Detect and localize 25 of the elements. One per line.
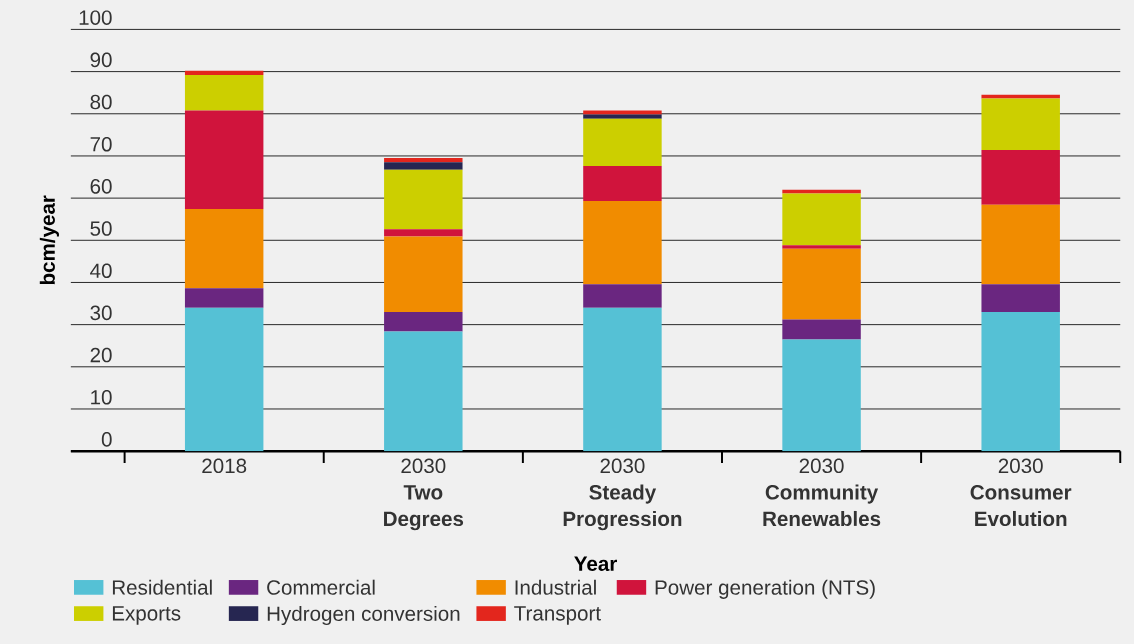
- y-tick-label: 90: [90, 52, 112, 67]
- x-tick-label: 2018: [202, 458, 247, 473]
- legend-label: Commercial: [267, 579, 375, 595]
- x-axis-title: Year: [574, 556, 617, 571]
- x-tick-label: 2030 Consumer Evolution: [970, 458, 1072, 526]
- y-tick-label: 80: [90, 94, 112, 110]
- y-tick-label: 40: [90, 263, 112, 278]
- legend-label: Power generation (NTS): [655, 579, 875, 599]
- legend-label: Transport: [514, 606, 601, 625]
- y-tick-label: 60: [90, 178, 112, 194]
- x-tick-label: 2030 Community Renewables: [763, 458, 881, 526]
- y-tick-label: 70: [90, 136, 112, 152]
- x-tick-label: 2030 Steady Progression: [563, 458, 682, 531]
- legend-label: Residential: [112, 579, 212, 595]
- y-tick-label: 0: [101, 431, 112, 447]
- y-tick-label: 20: [90, 347, 112, 363]
- y-tick-label: 30: [90, 305, 112, 321]
- y-axis-title: bcm/year: [39, 195, 59, 284]
- y-tick-label: 10: [91, 389, 112, 405]
- legend-label: Exports: [112, 606, 181, 625]
- x-tick-label: 2030 Two Degrees: [384, 458, 464, 531]
- y-tick-label: 100: [79, 10, 112, 25]
- legend-label: Industrial: [515, 579, 596, 595]
- y-tick-label: 50: [90, 221, 112, 236]
- legend-label: Hydrogen conversion: [267, 605, 460, 625]
